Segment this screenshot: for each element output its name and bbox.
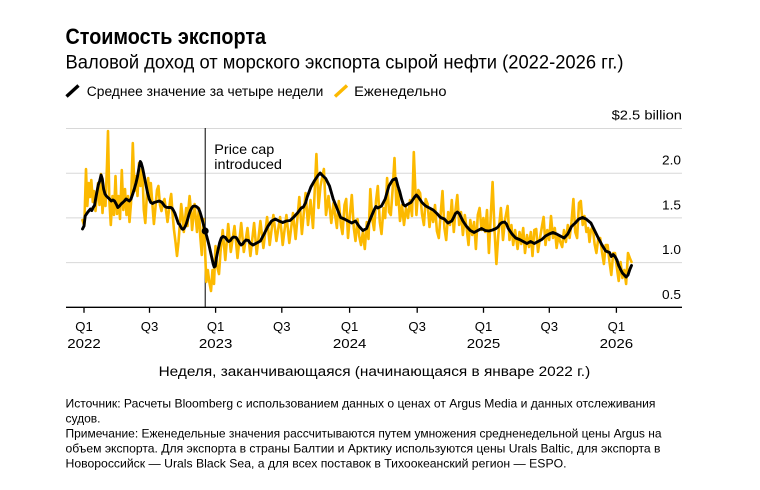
- svg-text:Q3: Q3: [408, 319, 426, 334]
- svg-text:Q3: Q3: [141, 319, 159, 334]
- svg-text:Еженедельно: Еженедельно: [354, 84, 446, 99]
- svg-text:Источник: Расчеты Bloomberg с: Источник: Расчеты Bloomberg с использова…: [66, 396, 656, 410]
- svg-text:2024: 2024: [333, 336, 367, 351]
- svg-text:Q1: Q1: [608, 319, 626, 334]
- svg-text:1.0: 1.0: [662, 242, 681, 257]
- svg-text:$2.5 billion: $2.5 billion: [612, 108, 682, 123]
- svg-text:Q1: Q1: [75, 319, 93, 334]
- svg-text:2022: 2022: [67, 336, 101, 351]
- svg-text:Валовой доход от морского эксп: Валовой доход от морского экспорта сырой…: [66, 52, 624, 73]
- svg-text:Q1: Q1: [475, 319, 493, 334]
- svg-text:Price cap: Price cap: [214, 141, 274, 157]
- svg-text:1.5: 1.5: [662, 197, 681, 212]
- svg-text:Стоимость экспорта: Стоимость экспорта: [66, 24, 267, 49]
- svg-text:Q1: Q1: [207, 319, 225, 334]
- svg-text:2.0: 2.0: [662, 153, 681, 168]
- svg-text:2026: 2026: [600, 336, 634, 351]
- svg-text:судов.: судов.: [66, 411, 101, 425]
- svg-text:объем экспорта. Для экспорта в: объем экспорта. Для экспорта в страны Ба…: [66, 441, 661, 455]
- svg-text:Среднее значение за четыре нед: Среднее значение за четыре недели: [87, 84, 324, 99]
- svg-text:Примечание: Еженедельные значе: Примечание: Еженедельные значения рассчи…: [66, 426, 662, 440]
- svg-text:Q3: Q3: [273, 319, 291, 334]
- svg-text:0.5: 0.5: [662, 287, 681, 302]
- svg-text:Q3: Q3: [541, 319, 559, 334]
- svg-text:introduced: introduced: [214, 156, 282, 172]
- svg-text:Q1: Q1: [341, 319, 359, 334]
- svg-text:2025: 2025: [467, 336, 501, 351]
- svg-text:Новороссийск — Urals Black Sea: Новороссийск — Urals Black Sea, а для вс…: [66, 456, 567, 470]
- svg-text:Неделя, заканчивающаяся (начин: Неделя, заканчивающаяся (начинающаяся в …: [159, 364, 591, 379]
- svg-text:2023: 2023: [199, 336, 233, 351]
